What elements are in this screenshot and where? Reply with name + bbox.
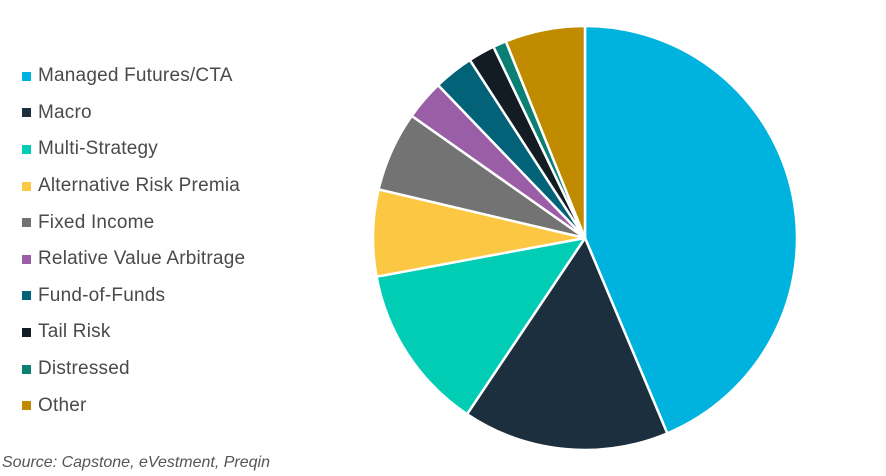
legend-label: Macro xyxy=(38,101,92,123)
legend-swatch xyxy=(22,144,31,154)
legend-swatch xyxy=(22,181,31,191)
legend-item: Multi-Strategy xyxy=(22,131,245,168)
legend-swatch xyxy=(22,218,31,228)
legend-swatch xyxy=(22,364,31,374)
legend-label: Tail Risk xyxy=(38,321,111,343)
pie-slice xyxy=(504,24,587,240)
chart-legend: Managed Futures/CTA Macro Multi-Strategy Al… xyxy=(22,58,245,424)
legend-item: Other xyxy=(22,387,245,424)
legend-item: Tail Risk xyxy=(22,314,245,351)
legend-label: Distressed xyxy=(38,358,130,380)
legend-item: Managed Futures/CTA xyxy=(22,58,245,95)
pie-chart xyxy=(371,24,799,452)
legend-swatch xyxy=(22,291,31,301)
legend-label: Multi-Strategy xyxy=(38,138,159,160)
legend-item: Distressed xyxy=(22,351,245,388)
legend-label: Fund-of-Funds xyxy=(38,284,166,306)
legend-swatch xyxy=(22,401,31,411)
legend-item: Alternative Risk Premia xyxy=(22,168,245,205)
legend-label: Fixed Income xyxy=(38,211,155,233)
legend-label: Relative Value Arbitrage xyxy=(38,248,246,270)
legend-item: Relative Value Arbitrage xyxy=(22,241,245,278)
legend-item: Fund-of-Funds xyxy=(22,278,245,315)
legend-label: Managed Futures/CTA xyxy=(38,65,233,87)
legend-item: Macro xyxy=(22,95,245,132)
source-note: Source: Capstone, eVestment, Preqin xyxy=(2,454,270,471)
legend-swatch xyxy=(22,254,31,264)
pie-slice xyxy=(375,236,587,416)
pie-slice xyxy=(583,24,799,435)
legend-swatch xyxy=(22,327,31,337)
legend-label: Alternative Risk Premia xyxy=(38,175,241,197)
legend-swatch xyxy=(22,108,31,118)
pie-slice xyxy=(465,236,669,452)
legend-label: Other xyxy=(38,394,87,416)
legend-item: Fixed Income xyxy=(22,204,245,241)
legend-swatch xyxy=(22,71,31,81)
